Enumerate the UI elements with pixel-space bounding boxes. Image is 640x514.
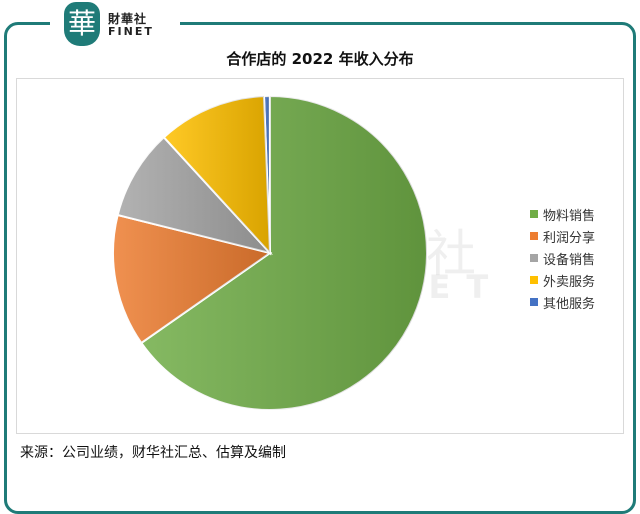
source-note: 来源：公司业绩，财华社汇总、估算及编制 — [20, 445, 286, 461]
legend-item: 设备销售 — [530, 247, 595, 269]
legend-swatch — [530, 276, 538, 284]
pie-slice-shading — [117, 137, 270, 253]
legend-item: 物料销售 — [530, 203, 595, 225]
chart-frame — [4, 22, 636, 514]
legend-label: 设备销售 — [543, 252, 596, 268]
chart-area — [16, 78, 624, 434]
logo-name-cn: 財華社 — [108, 12, 148, 26]
legend: 物料销售利润分享设备销售外卖服务其他服务 — [530, 203, 595, 313]
legend-label: 物料销售 — [543, 208, 596, 224]
legend-item: 其他服务 — [530, 291, 595, 313]
legend-label: 利润分享 — [543, 230, 596, 246]
legend-item: 利润分享 — [530, 225, 595, 247]
legend-label: 外卖服务 — [543, 274, 596, 290]
pie-slice-shading — [112, 215, 270, 343]
legend-swatch — [530, 298, 538, 306]
pie-slice-shading — [141, 96, 427, 411]
finet-logo-icon: 華 — [64, 2, 100, 46]
chart-title: 合作店的 2022 年收入分布 — [226, 50, 414, 68]
legend-swatch — [530, 254, 538, 262]
legend-label: 其他服务 — [543, 296, 596, 312]
legend-swatch — [530, 232, 538, 240]
legend-item: 外卖服务 — [530, 269, 595, 291]
legend-swatch — [530, 210, 538, 218]
pie-slice-shading — [163, 96, 270, 253]
logo-name-en: FINET — [108, 25, 154, 38]
